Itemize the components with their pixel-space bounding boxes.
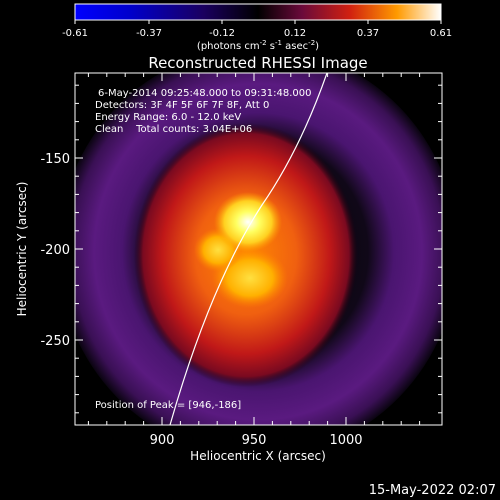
colorbar-ticks: -0.61 -0.37 -0.12 0.12 0.37 0.61 — [62, 20, 452, 39]
colorbar-tick-label: 0.37 — [357, 28, 379, 39]
y-tick-label: -150 — [40, 152, 70, 167]
colorbar-tick-label: -0.37 — [136, 28, 162, 39]
y-tick-label: -200 — [40, 243, 70, 258]
y-tick-label: -250 — [40, 334, 70, 349]
colorbar-gradient — [74, 3, 442, 21]
x-tick-label: 1000 — [329, 433, 362, 448]
y-tick-labels: -150 -200 -250 — [40, 152, 70, 349]
info-peak: Position of Peak = [946,-186] — [95, 400, 241, 411]
plot-title: Reconstructed RHESSI Image — [148, 54, 367, 72]
info-detectors: Detectors: 3F 4F 5F 6F 7F 8F, Att 0 — [95, 100, 269, 111]
colorbar-units: (photons cm-2 s-1 asec-2) — [197, 39, 319, 52]
x-axis-label: Heliocentric X (arcsec) — [190, 449, 326, 463]
info-time: 6-May-2014 09:25:48.000 to 09:31:48.000 — [98, 88, 311, 99]
info-block: 6-May-2014 09:25:48.000 to 09:31:48.000 … — [95, 88, 311, 411]
x-tick-labels: 900 950 1000 — [150, 433, 363, 448]
y-axis-label: Heliocentric Y (arcsec) — [15, 182, 29, 317]
info-clean: Clean Total counts: 3.04E+06 — [95, 124, 252, 135]
solar-limb-line — [169, 73, 328, 425]
colorbar-tick-label: -0.12 — [209, 28, 235, 39]
footer-date: 15-May-2022 02:07 — [369, 483, 496, 498]
info-energy: Energy Range: 6.0 - 12.0 keV — [95, 112, 241, 123]
colorbar-tick-label: -0.61 — [62, 28, 88, 39]
x-tick-label: 900 — [150, 433, 175, 448]
colorbar-tick-label: 0.12 — [284, 28, 306, 39]
axis-ticks — [75, 73, 442, 425]
rhessi-map — [75, 73, 442, 425]
colorbar-tick-label: 0.61 — [430, 28, 452, 39]
x-tick-label: 950 — [242, 433, 267, 448]
source-core — [214, 192, 282, 252]
